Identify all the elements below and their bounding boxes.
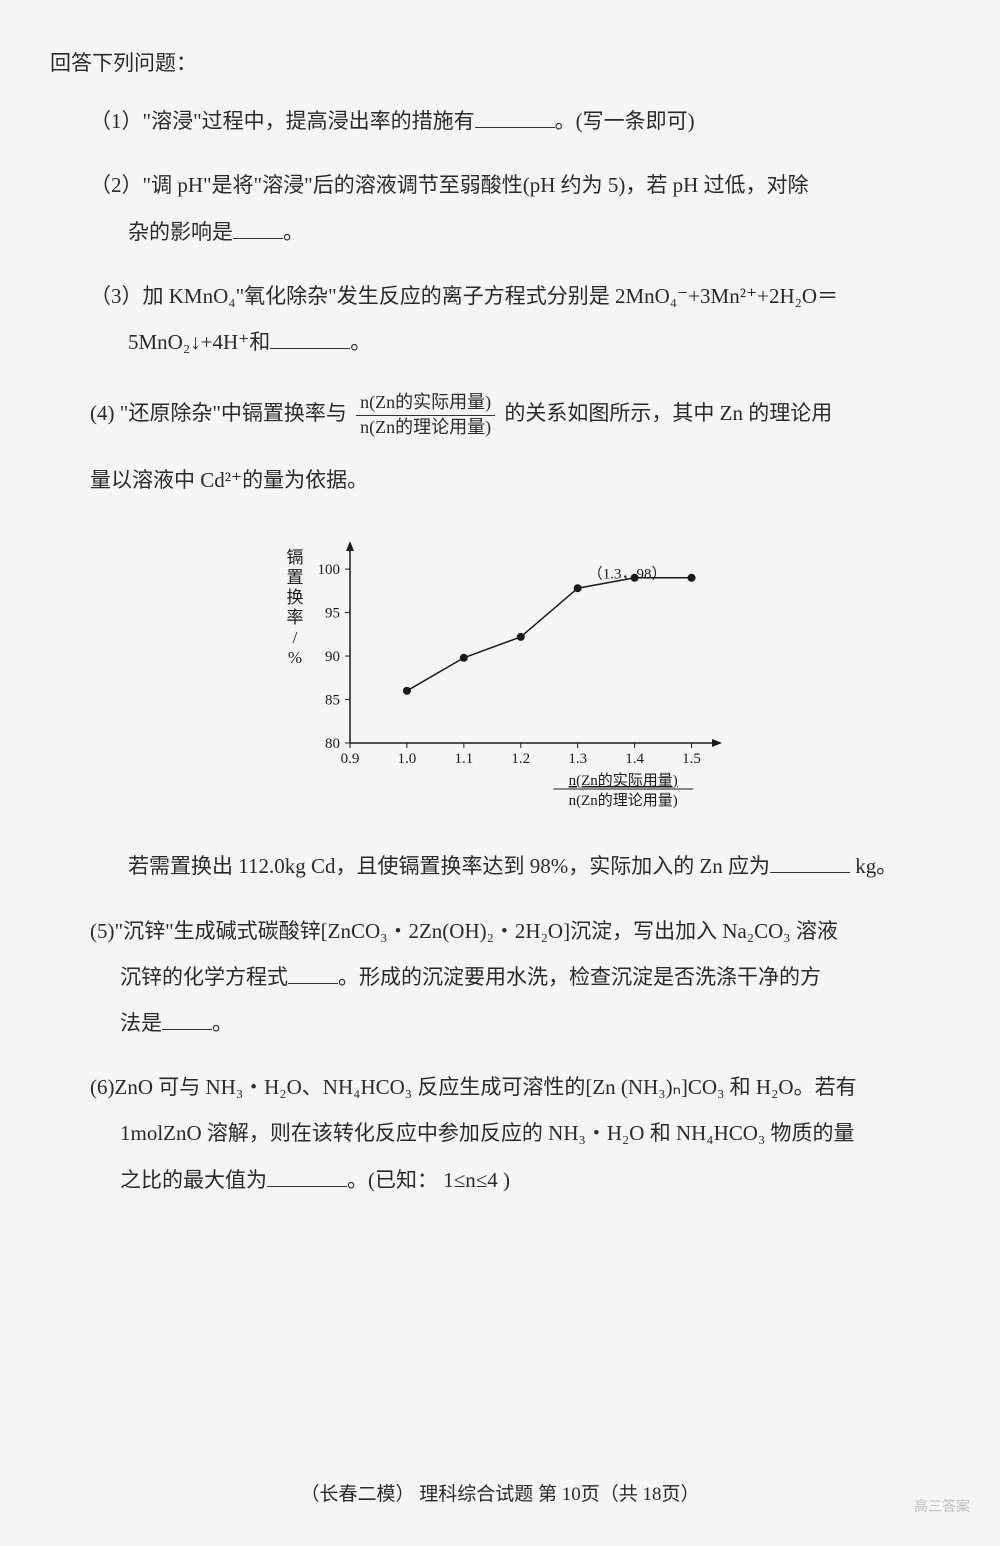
q4-intro-after: 的关系如图所示，其中 Zn 的理论用 [504, 401, 832, 425]
q3-blank [270, 328, 350, 349]
q1-text-after: 。(写一条即可) [555, 109, 695, 133]
q2-blank [233, 218, 283, 239]
q1-blank [475, 107, 555, 128]
chart-container: 80 85 90 95 100 0.9 1.0 1.1 1.2 1.3 1.4 1.5 镉置换率/% n(… [260, 523, 740, 823]
q4-number: (4) [90, 401, 115, 425]
q6-line3-before: 之比的最大值为 [120, 1168, 267, 1192]
svg-text:（1.3，98）: （1.3，98） [588, 566, 667, 583]
svg-text:1.5: 1.5 [682, 751, 701, 767]
question-5: (5)"沉锌"生成碱式碳酸锌[ZnCO₃・2Zn(OH)₂・2H₂O]沉淀，写出… [90, 908, 950, 1047]
q2-line2-after: 。 [283, 220, 304, 244]
svg-text:0.9: 0.9 [341, 751, 360, 767]
q2-number: （2） [90, 173, 143, 197]
q5-blank1 [288, 963, 338, 984]
q3-line2-before: 5MnO₂↓+4H⁺和 [128, 330, 270, 354]
svg-text:95: 95 [325, 606, 340, 622]
svg-text:90: 90 [325, 649, 340, 665]
svg-text:85: 85 [325, 693, 340, 709]
svg-text:%: % [288, 648, 302, 667]
question-4-result: 若需置换出 112.0kg Cd，且使镉置换率达到 98%，实际加入的 Zn 应… [128, 843, 950, 889]
watermark: 高三答案 [914, 1496, 970, 1516]
svg-text:n(Zn的理论用量): n(Zn的理论用量) [569, 792, 678, 809]
q3-line1: 加 KMnO₄"氧化除杂"发生反应的离子方程式分别是 2MnO₄⁻+3Mn²⁺+… [143, 284, 839, 308]
q5-line1: "沉锌"生成碱式碳酸锌[ZnCO₃・2Zn(OH)₂・2H₂O]沉淀，写出加入 … [115, 919, 838, 943]
q6-line2: 1molZnO 溶解，则在该转化反应中参加反应的 NH₃・H₂O 和 NH₄HC… [120, 1121, 855, 1145]
svg-text:置: 置 [287, 568, 304, 587]
svg-text:镉: 镉 [287, 548, 304, 567]
q6-line1: ZnO 可与 NH₃・H₂O、NH₄HCO₃ 反应生成可溶性的[Zn (NH₃)… [115, 1075, 857, 1099]
q6-blank [267, 1166, 347, 1187]
question-2: （2）"调 pH"是将"溶浸"后的溶液调节至弱酸性(pH 约为 5)，若 pH … [90, 162, 950, 254]
q5-blank2 [162, 1009, 212, 1030]
svg-text:换: 换 [287, 588, 304, 607]
q5-line3-after: 。 [212, 1011, 233, 1035]
cadmium-chart: 80 85 90 95 100 0.9 1.0 1.1 1.2 1.3 1.4 1.5 镉置换率/% n(… [260, 523, 740, 823]
svg-text:1.2: 1.2 [511, 751, 530, 767]
svg-text:1.1: 1.1 [454, 751, 473, 767]
q5-line2-mid: 。形成的沉淀要用水洗，检查沉淀是否洗涤干净的方 [338, 965, 821, 989]
q4-result-after: kg。 [850, 854, 897, 878]
question-6: (6)ZnO 可与 NH₃・H₂O、NH₄HCO₃ 反应生成可溶性的[Zn (N… [90, 1064, 950, 1203]
q6-line3-after: 。(已知： 1≤n≤4 ) [347, 1168, 510, 1192]
question-1: （1）"溶浸"过程中，提高浸出率的措施有 。(写一条即可) [90, 98, 950, 144]
page-footer: （长春二模） 理科综合试题 第 10页（共 18页） [0, 1479, 1000, 1506]
svg-text:/: / [293, 628, 298, 647]
q4-intro2: 量以溶液中 Cd²⁺的量为依据。 [90, 468, 368, 492]
question-3: （3）加 KMnO₄"氧化除杂"发生反应的离子方程式分别是 2MnO₄⁻+3Mn… [90, 273, 950, 365]
svg-text:n(Zn的实际用量): n(Zn的实际用量) [569, 772, 678, 789]
q1-number: （1） [90, 109, 143, 133]
svg-text:1.4: 1.4 [625, 751, 644, 767]
svg-text:80: 80 [325, 736, 340, 752]
question-4: (4) "还原除杂"中镉置换率与 n(Zn的实际用量) n(Zn的理论用量) 的… [90, 390, 950, 503]
q3-line2-after: 。 [350, 330, 371, 354]
q1-text-before: "溶浸"过程中，提高浸出率的措施有 [143, 109, 475, 133]
q4-frac-den: n(Zn的理论用量) [356, 416, 495, 439]
svg-text:1.0: 1.0 [398, 751, 417, 767]
q5-line2-before: 沉锌的化学方程式 [120, 965, 288, 989]
q4-result-blank [770, 852, 850, 873]
svg-text:1.3: 1.3 [568, 751, 587, 767]
q5-number: (5) [90, 919, 115, 943]
svg-text:100: 100 [318, 562, 341, 578]
q2-line1: "调 pH"是将"溶浸"后的溶液调节至弱酸性(pH 约为 5)，若 pH 过低，… [143, 173, 809, 197]
intro-text: 回答下列问题： [50, 40, 950, 86]
q4-intro-before: "还原除杂"中镉置换率与 [120, 401, 347, 425]
q4-result-before: 若需置换出 112.0kg Cd，且使镉置换率达到 98%，实际加入的 Zn 应… [128, 854, 770, 878]
q4-fraction: n(Zn的实际用量) n(Zn的理论用量) [356, 391, 495, 439]
q5-line3-before: 法是 [120, 1011, 162, 1035]
q2-line2-before: 杂的影响是 [128, 220, 233, 244]
q3-number: （3） [90, 284, 143, 308]
q6-number: (6) [90, 1075, 115, 1099]
q4-frac-num: n(Zn的实际用量) [356, 391, 495, 415]
svg-text:率: 率 [287, 608, 304, 627]
